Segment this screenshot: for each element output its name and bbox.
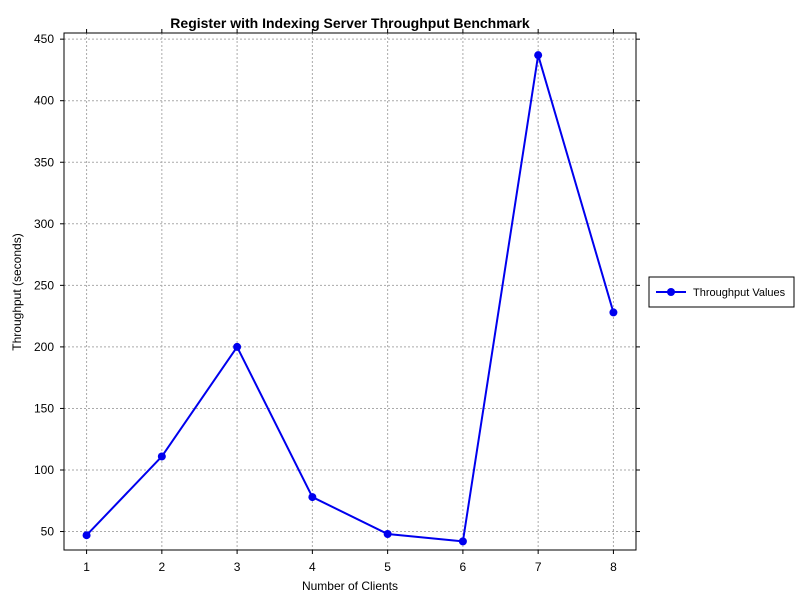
data-point <box>233 342 242 351</box>
data-point <box>308 493 317 502</box>
series-line <box>85 54 615 543</box>
y-tick-label: 150 <box>34 401 54 415</box>
data-point <box>609 308 618 317</box>
legend-marker-swatch <box>667 288 675 296</box>
axis-ticks: 1 2 3 4 5 6 7 8 50 100 150 200 250 300 350 400 450 <box>34 29 640 574</box>
x-tick-label: 8 <box>610 560 617 574</box>
y-tick-label: 200 <box>34 340 54 354</box>
data-point <box>534 51 543 60</box>
plot-area <box>63 32 637 551</box>
y-axis-label: Throughput (seconds) <box>10 233 24 350</box>
x-tick-label: 1 <box>83 560 90 574</box>
y-tick-label: 300 <box>34 217 54 231</box>
legend: Throughput Values <box>648 276 795 308</box>
y-tick-label: 100 <box>34 463 54 477</box>
y-tick-label: 400 <box>34 94 54 108</box>
data-point <box>82 531 91 540</box>
y-tick-label: 350 <box>34 155 54 169</box>
x-tick-label: 4 <box>309 560 316 574</box>
y-tick-label: 250 <box>34 278 54 292</box>
x-tick-label: 7 <box>535 560 542 574</box>
legend-label: Throughput Values <box>693 287 786 299</box>
grid <box>64 33 636 550</box>
x-axis-label: Number of Clients <box>302 579 398 593</box>
data-point <box>383 529 392 538</box>
x-tick-label: 5 <box>384 560 391 574</box>
x-tick-label: 3 <box>234 560 241 574</box>
x-tick-label: 2 <box>158 560 165 574</box>
chart-title: Register with Indexing Server Throughput… <box>170 15 530 31</box>
series-layer <box>82 51 618 546</box>
data-point <box>458 537 467 546</box>
x-tick-label: 6 <box>460 560 467 574</box>
y-tick-label: 450 <box>34 32 54 46</box>
data-point <box>157 452 166 461</box>
y-tick-label: 50 <box>41 525 55 539</box>
